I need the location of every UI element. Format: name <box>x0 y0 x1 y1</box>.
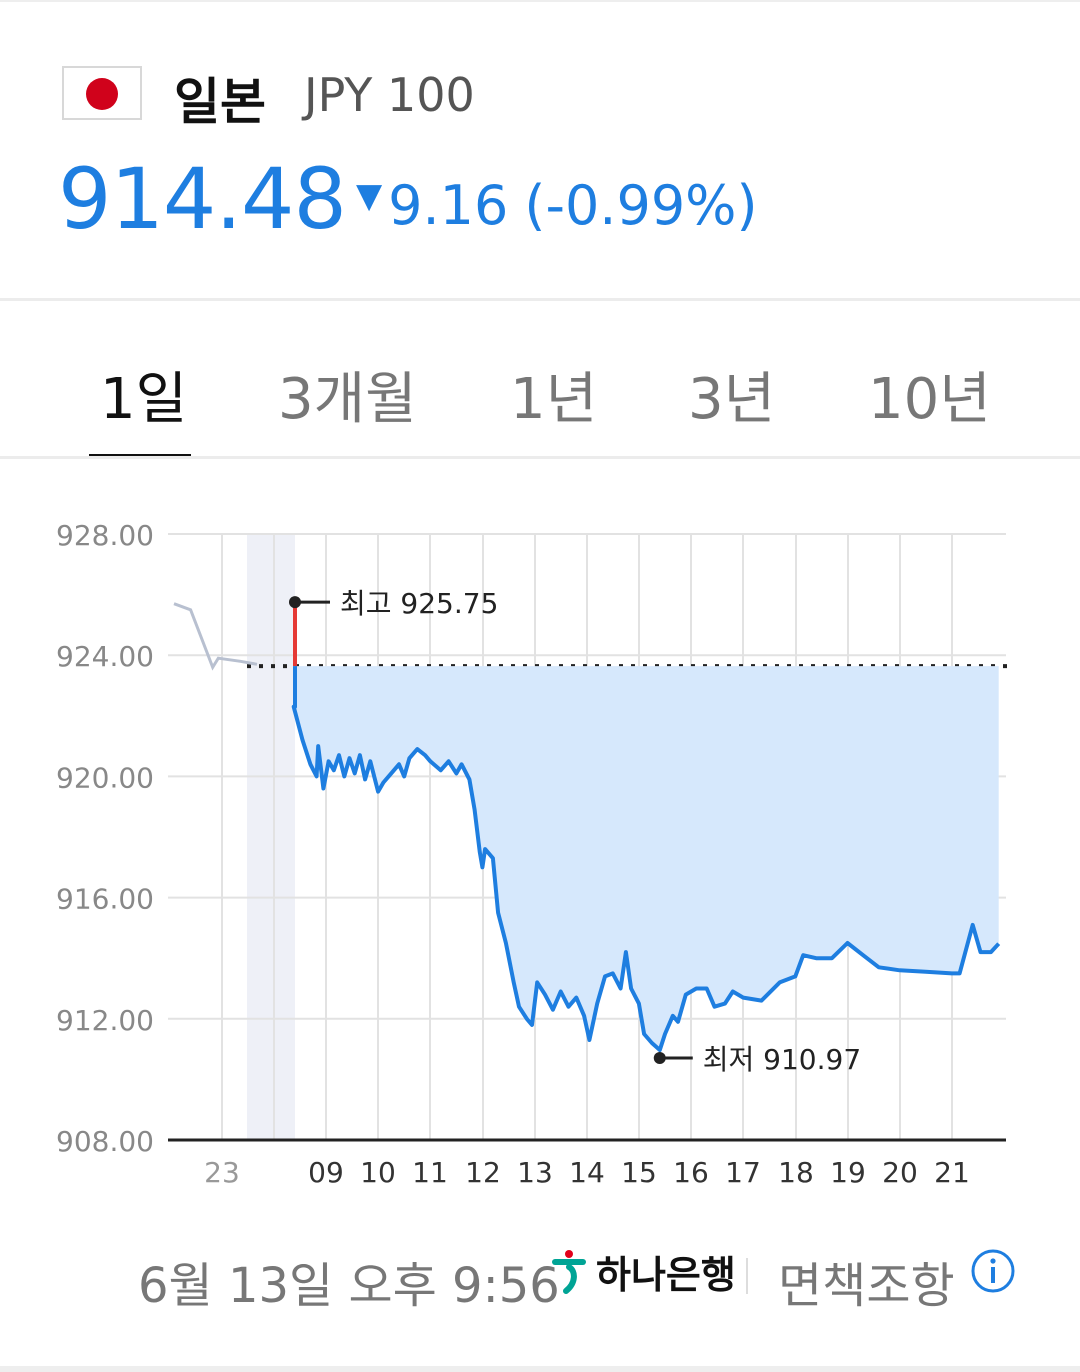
change-percent: (-0.99%) <box>524 174 758 237</box>
x-tick-label: 20 <box>882 1156 918 1189</box>
x-tick-label: 18 <box>778 1156 814 1189</box>
y-tick-label: 916.00 <box>56 883 154 916</box>
x-tick-label: 15 <box>621 1156 657 1189</box>
y-tick-label: 924.00 <box>56 640 154 673</box>
footer: 6월 13일 오후 9:56 하나은행 면책조항 <box>0 1240 1080 1314</box>
x-tick-label: 09 <box>308 1156 344 1189</box>
country-name: 일본 <box>174 73 266 131</box>
x-tick-label: 19 <box>830 1156 866 1189</box>
y-tick-label: 928.00 <box>56 519 154 552</box>
bottom-divider <box>0 1366 1080 1372</box>
top-divider <box>0 0 1080 2</box>
tab-3-years[interactable]: 3년 <box>688 367 776 432</box>
premarket-series-line <box>173 602 258 671</box>
tab-10-years[interactable]: 10년 <box>868 367 991 432</box>
price-chart-svg: 928.00 924.00 920.00 916.00 912.00 908.00 최고 9… <box>56 519 1014 1189</box>
change-value: 9.16 <box>388 174 509 237</box>
x-tick-label: 21 <box>934 1156 970 1189</box>
bank-name: 하나은행 <box>596 1253 736 1297</box>
divider <box>0 298 1080 301</box>
divider <box>0 456 1080 459</box>
price-chart[interactable]: 928.00 924.00 920.00 916.00 912.00 908.00 최고 9… <box>0 470 1080 1200</box>
x-tick-label: 16 <box>673 1156 709 1189</box>
period-tabs: 1일 3개월 1년 3년 10년 <box>0 302 1080 456</box>
price-change: ▼ 9.16 (-0.99%) <box>356 174 758 237</box>
x-tick-label: 10 <box>360 1156 396 1189</box>
y-tick-label: 912.00 <box>56 1004 154 1037</box>
tab-1-year[interactable]: 1년 <box>510 367 598 432</box>
x-tick-label: 14 <box>569 1156 605 1189</box>
footer-separator <box>746 1258 748 1294</box>
x-tick-label: 11 <box>412 1156 448 1189</box>
down-triangle-icon: ▼ <box>356 175 383 216</box>
x-tick-label: 13 <box>517 1156 553 1189</box>
tab-3-months[interactable]: 3개월 <box>278 367 417 432</box>
currency-header: 일본 JPY 100 914.48 ▼ 9.16 (-0.99%) <box>0 0 1080 300</box>
update-timestamp: 6월 13일 오후 9:56 <box>138 1258 560 1314</box>
moon-icon <box>265 1158 277 1182</box>
disclaimer-link[interactable]: 면책조항 <box>778 1258 955 1314</box>
bank-source[interactable]: 하나은행 <box>546 1244 736 1299</box>
y-tick-label: 908.00 <box>56 1125 154 1158</box>
high-label: 최고 925.75 <box>340 587 498 620</box>
low-label: 최저 910.97 <box>703 1043 861 1076</box>
change-area-fill <box>293 666 999 1050</box>
current-price: 914.48 <box>58 150 347 248</box>
hana-bank-logo-icon <box>552 1249 586 1294</box>
info-icon[interactable] <box>970 1248 1016 1294</box>
currency-code: JPY 100 <box>304 68 475 122</box>
x-tick-label: 17 <box>725 1156 761 1189</box>
price-series-line <box>291 666 1001 1052</box>
night-session-band <box>247 534 295 1140</box>
y-tick-label: 920.00 <box>56 761 154 794</box>
x-tick-label: 23 <box>204 1156 240 1189</box>
x-tick-label: 12 <box>465 1156 501 1189</box>
tab-1-day[interactable]: 1일 <box>100 367 188 432</box>
japan-flag-icon <box>62 66 142 120</box>
